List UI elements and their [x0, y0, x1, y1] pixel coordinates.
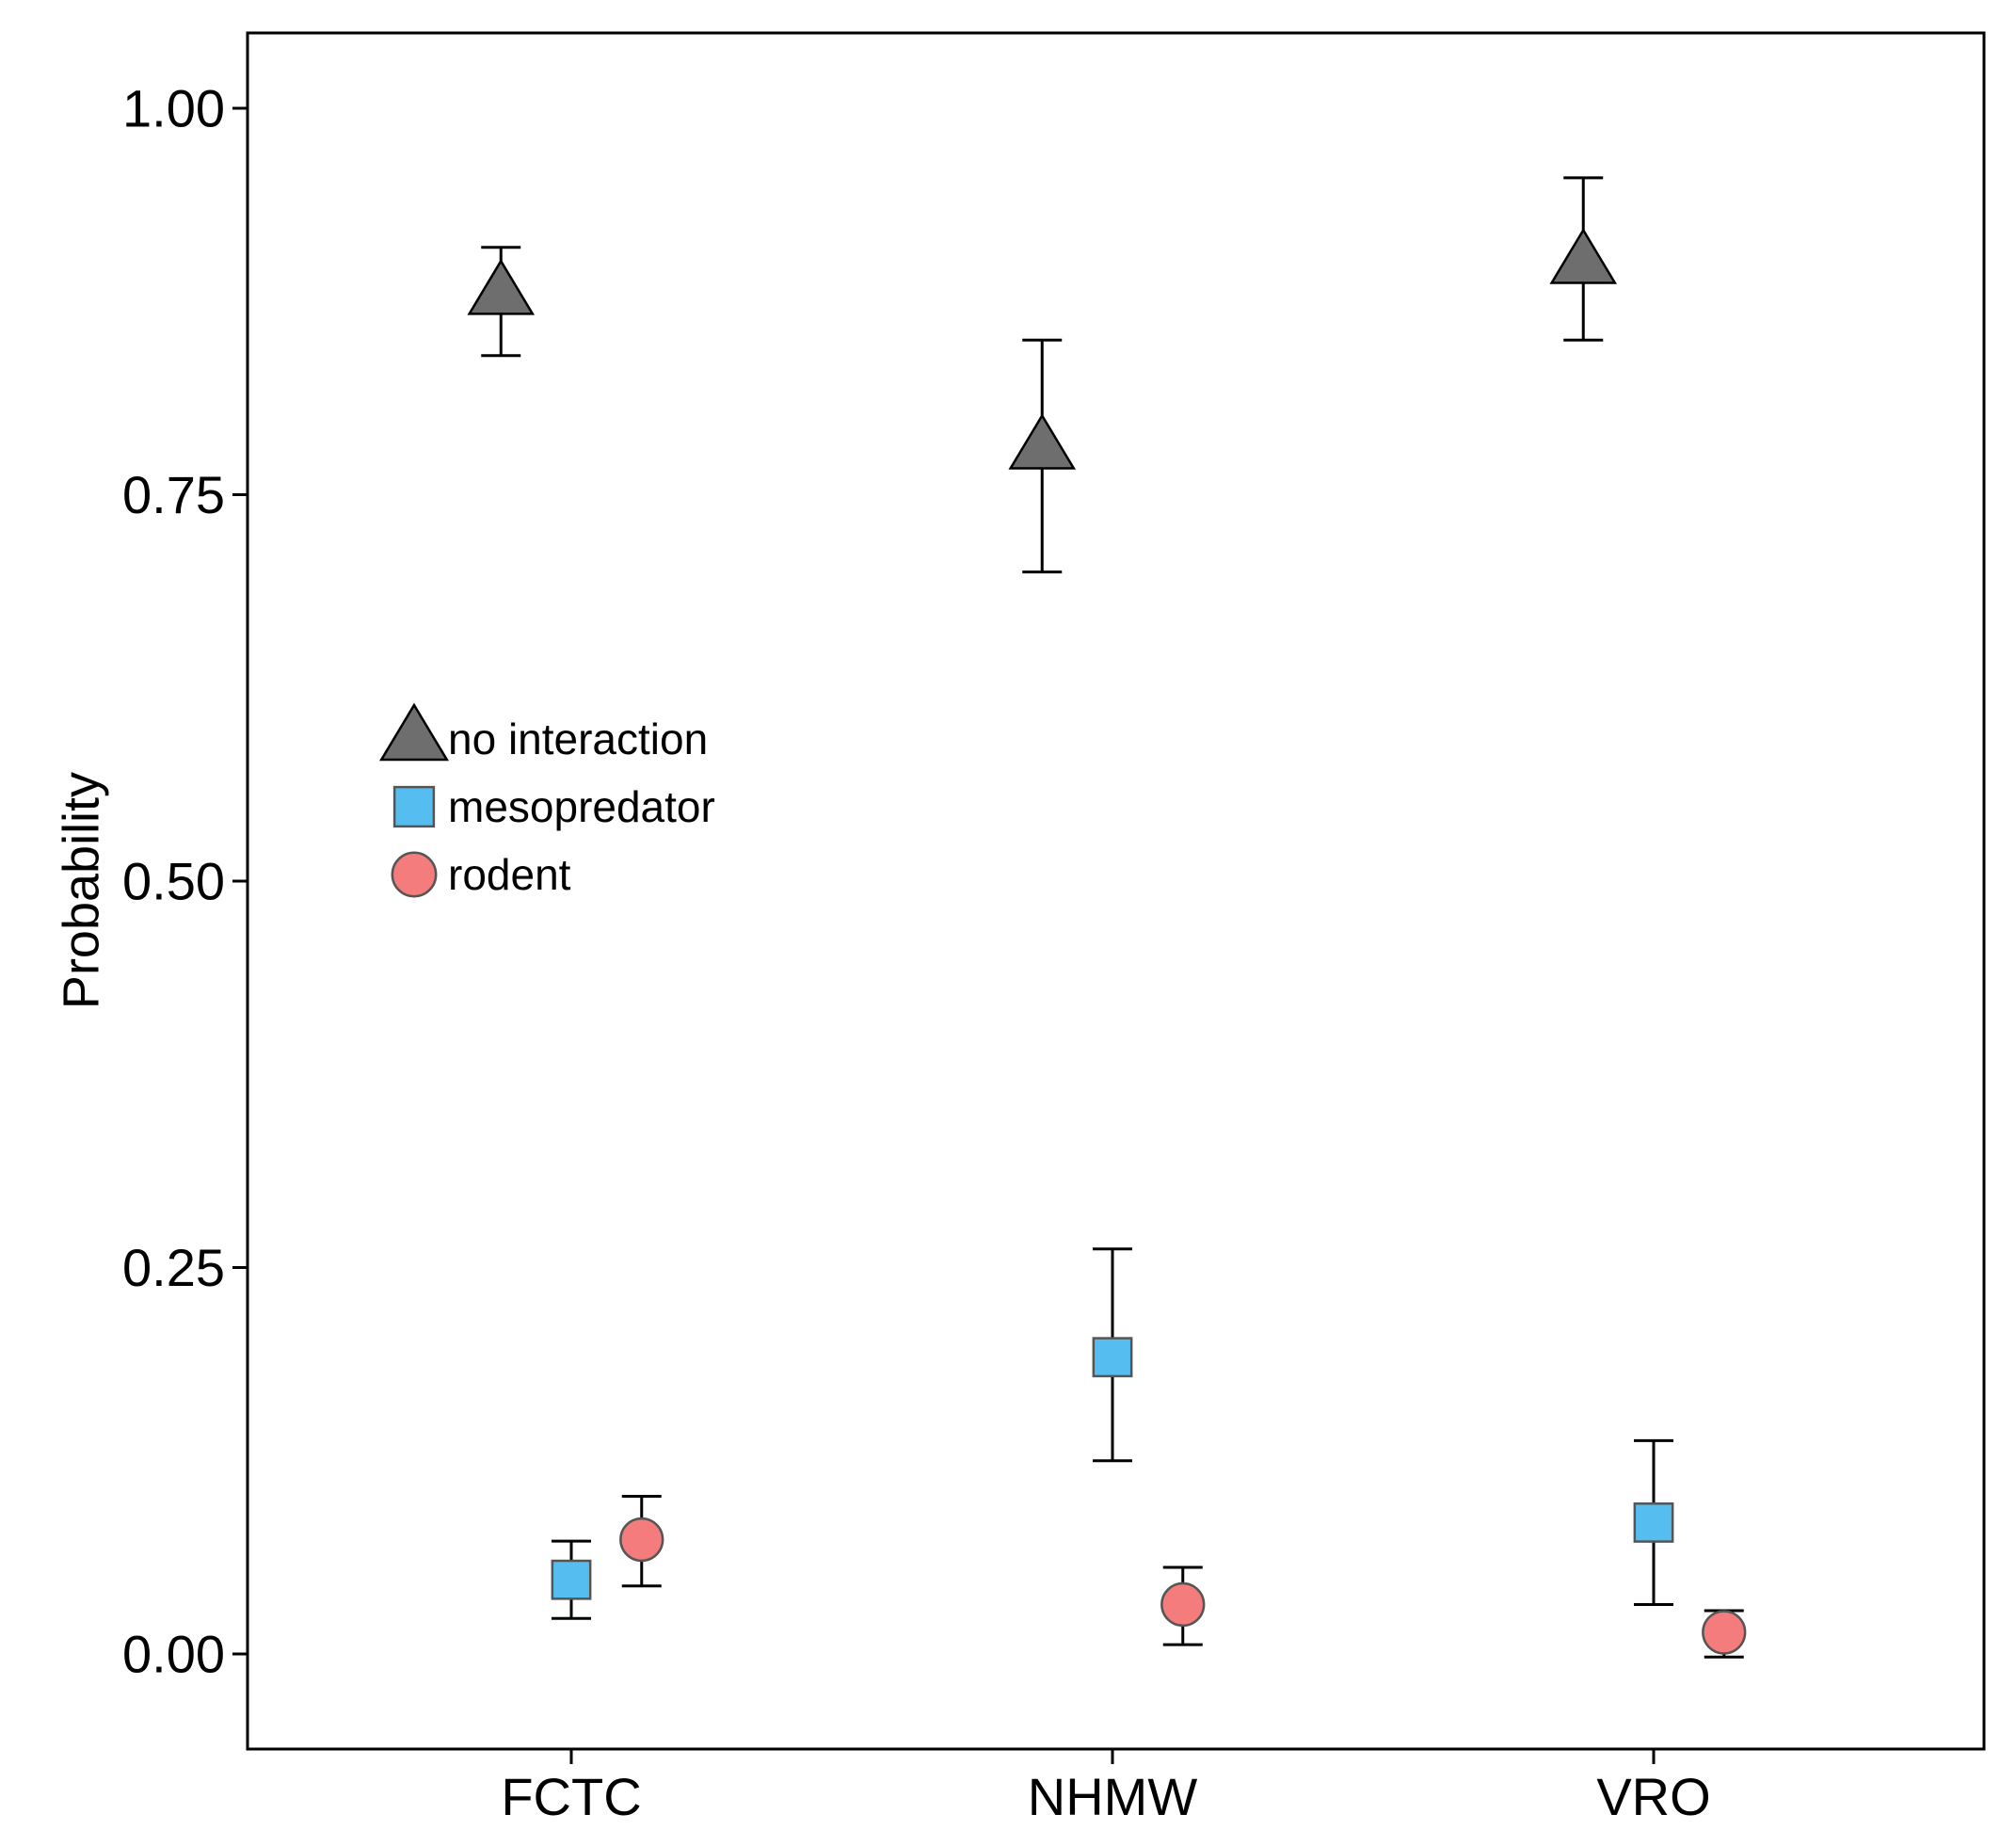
legend-label: no interaction [448, 714, 708, 763]
y-axis: 0.00 0.25 0.50 0.75 1.00 [122, 79, 248, 1684]
point-square [1633, 1502, 1674, 1543]
point-circle [619, 1517, 664, 1563]
series-mesopredator [551, 1247, 1674, 1620]
point-triangle [467, 258, 536, 315]
y-tick-label: 0.25 [122, 1238, 225, 1297]
plot-panel-border [246, 31, 1986, 1751]
point-triangle [1549, 228, 1618, 284]
point-circle [1160, 1581, 1206, 1628]
y-tick-label: 0.00 [122, 1625, 225, 1684]
y-tick-label: 1.00 [122, 79, 225, 138]
point-square [1092, 1337, 1133, 1378]
x-axis: FCTC NHMW VRO [501, 1749, 1711, 1826]
legend-label: rodent [448, 850, 571, 899]
legend-label: mesopredator [448, 782, 715, 831]
y-axis-title: Probability [53, 772, 109, 1009]
point-triangle [1008, 413, 1077, 470]
point-circle [1702, 1610, 1747, 1655]
series-no-interaction [467, 176, 1618, 574]
y-tick-label: 0.50 [122, 852, 225, 911]
legend-key-circle [391, 851, 438, 898]
x-tick-label: VRO [1596, 1767, 1710, 1826]
legend-key-square [392, 785, 436, 828]
y-tick-label: 0.75 [122, 465, 225, 524]
x-tick-label: FCTC [501, 1767, 641, 1826]
x-tick-label: NHMW [1028, 1767, 1198, 1826]
point-square [551, 1559, 592, 1600]
series-rodent [619, 1495, 1747, 1659]
legend-key-triangle [378, 702, 450, 762]
legend: no interaction mesopredator rodent [378, 702, 715, 899]
